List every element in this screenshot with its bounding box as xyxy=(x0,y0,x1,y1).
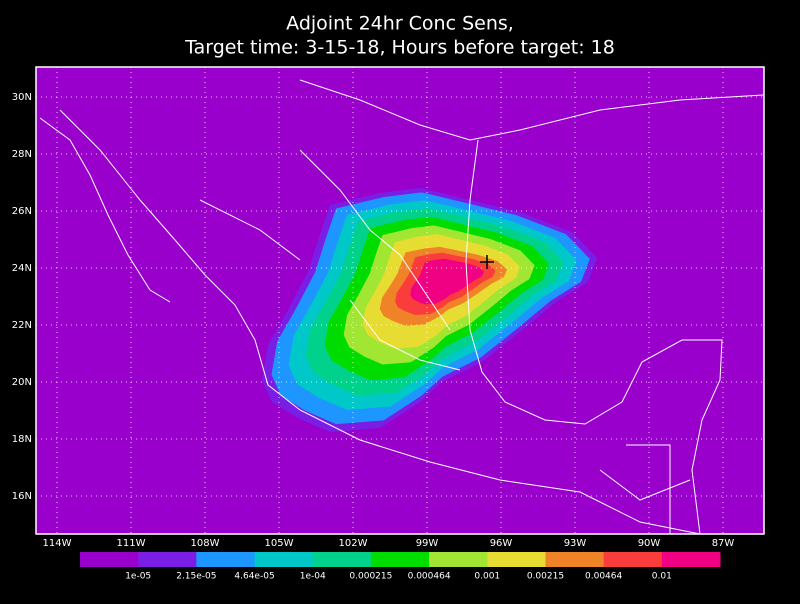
coastline xyxy=(465,139,723,535)
coastline xyxy=(349,299,461,371)
lat-label: 30N xyxy=(12,92,32,103)
lat-label: 18N xyxy=(12,434,32,445)
colorbar-label: 4.64e-05 xyxy=(234,572,274,582)
colorbar-swatch xyxy=(487,552,546,567)
colorbar-label: 0.000215 xyxy=(349,572,392,582)
colorbar-swatch xyxy=(603,552,663,567)
contour-band xyxy=(410,258,484,305)
lat-label: 28N xyxy=(12,149,32,160)
colorbar-label: 2.15e-05 xyxy=(176,572,216,582)
coastline xyxy=(626,444,671,534)
colorbar-label: 0.001 xyxy=(474,572,500,582)
colorbar-swatch xyxy=(370,552,430,567)
lon-label: 105W xyxy=(265,538,294,549)
coastline xyxy=(599,469,691,501)
colorbar-swatch xyxy=(138,552,197,567)
colorbar-label: 0.00464 xyxy=(585,572,622,582)
lon-label: 114W xyxy=(43,538,72,549)
colorbar-swatch xyxy=(661,552,721,567)
lat-label: 22N xyxy=(12,320,32,331)
colorbar-label: 0.01 xyxy=(652,572,672,582)
lon-label: 108W xyxy=(191,538,220,549)
colorbar-swatch xyxy=(80,552,139,567)
coastline xyxy=(39,117,171,303)
colorbar-swatch xyxy=(429,552,488,567)
colorbar-label: 0.00215 xyxy=(527,572,564,582)
coastline xyxy=(199,199,301,261)
title-line: Adjoint 24hr Conc Sens, xyxy=(286,13,514,35)
lat-label: 20N xyxy=(12,377,32,388)
lon-label: 102W xyxy=(339,538,368,549)
colorbar-swatch xyxy=(545,552,605,567)
coastline xyxy=(299,79,765,141)
colorbar-swatch xyxy=(196,552,256,567)
target-marker xyxy=(480,255,494,269)
lat-label: 16N xyxy=(12,491,32,502)
lon-label: 87W xyxy=(712,538,735,549)
colorbar-label: 1e-05 xyxy=(125,572,151,582)
colorbar-label: 1e-04 xyxy=(300,572,326,582)
colorbar-label: 0.000464 xyxy=(408,572,451,582)
colorbar-swatch xyxy=(254,552,314,567)
colorbar-swatch xyxy=(312,552,372,567)
coastline xyxy=(299,149,451,331)
map-frame xyxy=(35,66,765,535)
lon-label: 93W xyxy=(564,538,587,549)
lon-label: 90W xyxy=(638,538,661,549)
lon-label: 96W xyxy=(490,538,513,549)
title-line: Target time: 3-15-18, Hours before targe… xyxy=(184,37,615,59)
lon-label: 111W xyxy=(117,538,146,549)
lat-label: 24N xyxy=(12,263,32,274)
plot-area xyxy=(35,66,765,535)
lon-label: 99W xyxy=(416,538,439,549)
lat-label: 26N xyxy=(12,206,32,217)
coastline xyxy=(59,109,701,535)
